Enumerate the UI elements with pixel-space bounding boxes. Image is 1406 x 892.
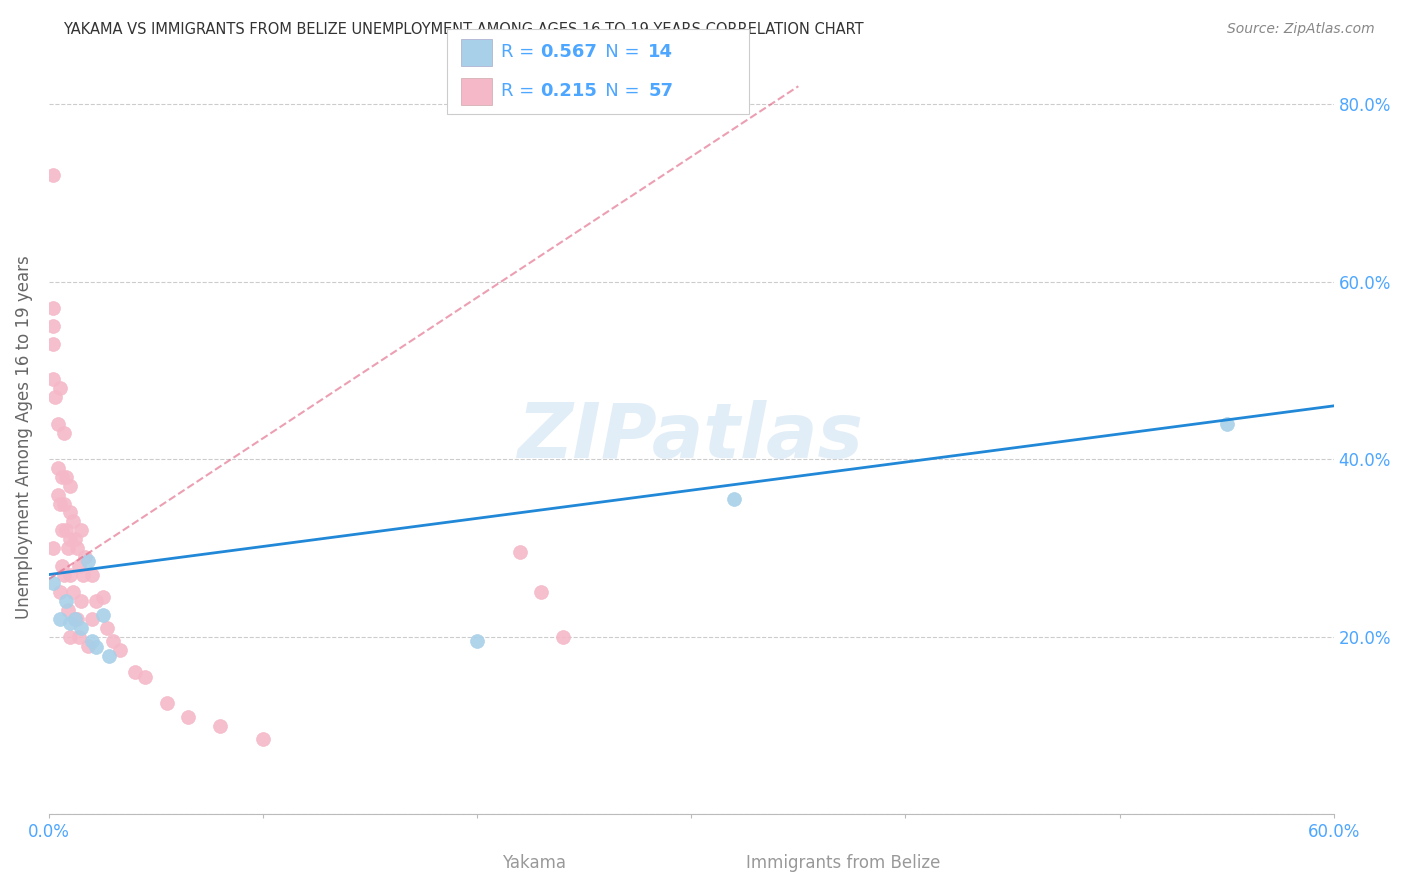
Text: 0.215: 0.215 (540, 82, 596, 100)
Point (80, 567, 103, 582)
Point (51, 558, 73, 573)
Point (42, 541, 65, 555)
Point (58, 603, 80, 617)
Point (63, 612, 86, 626)
Point (48, 497, 70, 511)
Point (156, 696, 179, 710)
Point (42, 301, 65, 316)
Text: Immigrants from Belize: Immigrants from Belize (747, 855, 941, 872)
Point (80, 634, 103, 648)
Point (134, 670, 156, 684)
Point (84, 594, 107, 608)
Point (51, 470, 73, 484)
Text: Yakama: Yakama (502, 855, 567, 872)
Point (67, 630, 90, 644)
Point (59, 616, 82, 631)
Text: R =: R = (501, 44, 540, 62)
Point (84, 640, 107, 655)
Point (59, 630, 82, 644)
Point (59, 479, 82, 493)
Text: ZIPatlas: ZIPatlas (519, 400, 865, 474)
Y-axis label: Unemployment Among Ages 16 to 19 years: Unemployment Among Ages 16 to 19 years (15, 255, 32, 619)
Point (62, 514, 84, 528)
Point (70, 523, 93, 537)
Text: R =: R = (501, 82, 540, 100)
Point (252, 731, 274, 746)
Point (97, 649, 120, 664)
Text: YAKAMA VS IMMIGRANTS FROM BELIZE UNEMPLOYMENT AMONG AGES 16 TO 19 YEARS CORRELAT: YAKAMA VS IMMIGRANTS FROM BELIZE UNEMPLO… (63, 22, 863, 37)
Point (108, 643, 131, 657)
Point (80, 612, 103, 626)
Point (75, 549, 97, 564)
Point (46, 417, 69, 431)
Point (52, 425, 75, 440)
Point (91, 607, 114, 622)
Text: N =: N = (588, 82, 645, 100)
Text: 0.567: 0.567 (540, 44, 596, 62)
Point (70, 621, 93, 635)
Point (58, 541, 80, 555)
Point (59, 505, 82, 519)
Point (42, 168, 65, 182)
Point (551, 630, 574, 644)
Point (177, 709, 200, 723)
Point (124, 665, 146, 680)
Point (52, 497, 75, 511)
Point (51, 523, 73, 537)
Point (72, 567, 94, 582)
Text: 14: 14 (648, 44, 673, 62)
Point (66, 541, 89, 555)
Point (48, 381, 70, 395)
Point (62, 585, 84, 599)
Point (76, 639, 98, 653)
Point (42, 318, 65, 333)
Point (66, 612, 89, 626)
Point (52, 567, 75, 582)
Point (55, 523, 77, 537)
Point (63, 532, 86, 546)
Point (42, 372, 65, 386)
Point (59, 567, 82, 582)
Text: 57: 57 (648, 82, 673, 100)
Point (530, 585, 553, 599)
Point (55, 594, 77, 608)
Point (1215, 417, 1237, 431)
Point (46, 488, 69, 502)
Point (91, 590, 114, 604)
Point (48, 612, 70, 626)
Point (509, 545, 531, 559)
Point (63, 612, 86, 626)
Point (48, 585, 70, 599)
Text: Source: ZipAtlas.com: Source: ZipAtlas.com (1227, 22, 1375, 37)
Point (465, 634, 488, 648)
Point (70, 594, 93, 608)
Point (67, 558, 90, 573)
Point (76, 554, 98, 568)
Point (209, 718, 232, 732)
Point (46, 461, 69, 475)
Point (96, 621, 118, 635)
Text: N =: N = (588, 44, 645, 62)
Point (103, 634, 125, 648)
Point (723, 492, 745, 507)
Point (42, 336, 65, 351)
Point (42, 576, 65, 591)
Point (59, 532, 82, 546)
Point (44, 390, 66, 404)
Point (55, 470, 77, 484)
